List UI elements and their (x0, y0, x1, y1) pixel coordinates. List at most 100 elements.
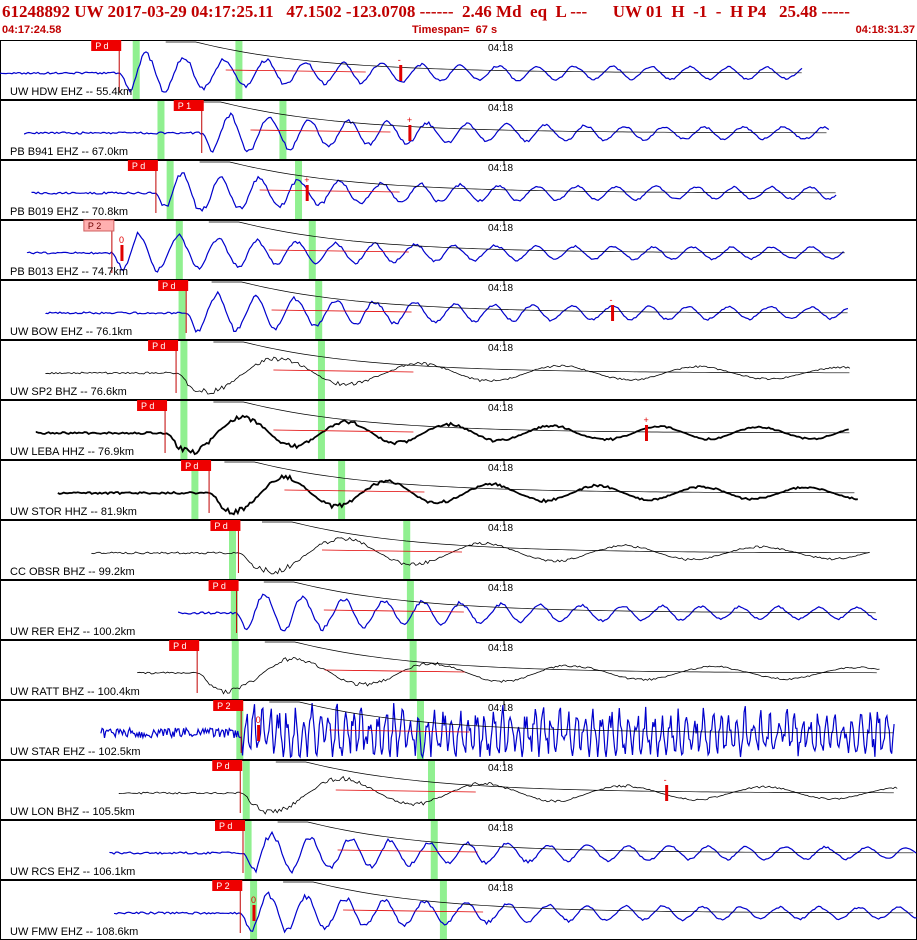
trace-panel[interactable]: 04:18 P d + UW LEBA HHZ -- 76.9km (0, 400, 917, 460)
analysis-window (175, 221, 183, 279)
station-label: PB B941 EHZ -- 67.0km (10, 146, 128, 158)
coda-curve (213, 401, 850, 434)
coda-fit (271, 309, 412, 313)
waveform (31, 172, 837, 212)
coda-curve (165, 41, 802, 74)
analysis-window (403, 521, 411, 579)
analysis-window (244, 821, 252, 879)
pick-box[interactable] (213, 700, 244, 711)
pick-box[interactable] (137, 400, 168, 411)
trace-panel[interactable]: 04:18 P d UW SP2 BHZ -- 76.6km (0, 340, 917, 400)
coda-curve (275, 761, 894, 794)
amplitude-marker-symbol: - (664, 775, 667, 785)
time-tick-label: 04:18 (488, 523, 513, 534)
pick-label: P d (216, 761, 229, 771)
pick-box[interactable] (91, 40, 122, 51)
trace-panel[interactable]: 04:18 P 2 0 PB B013 EHZ -- 74.7km (0, 219, 917, 280)
pick-label: P d (213, 581, 226, 591)
trace-panel[interactable]: 04:18 P d CC OBSR BHZ -- 99.2km (0, 520, 917, 580)
pick-box[interactable] (212, 880, 243, 891)
coda-fit (268, 249, 409, 253)
coda-curve (269, 701, 894, 734)
analysis-window (157, 101, 165, 159)
coda-curve (208, 221, 845, 254)
coda-curve (263, 581, 876, 614)
amplitude-marker-symbol: 0 (251, 895, 256, 905)
coda-fit (323, 609, 464, 613)
pick-box[interactable] (173, 100, 204, 111)
pick-label: P d (219, 821, 232, 831)
waveform (114, 891, 917, 934)
waveform (45, 290, 849, 333)
analysis-window (230, 581, 238, 639)
time-tick-label: 04:18 (488, 883, 513, 894)
analysis-window (180, 401, 188, 459)
coda-fit (343, 909, 484, 913)
analysis-window (317, 341, 325, 399)
coda-curve (277, 821, 914, 854)
pick-box[interactable] (215, 820, 246, 831)
coda-curve (224, 461, 855, 494)
coda-fit (324, 669, 465, 673)
analysis-window (416, 701, 424, 759)
station-label: UW RCS EHZ -- 106.1km (10, 866, 135, 878)
trace-panel[interactable]: 04:18 P 2 0 UW FMW EHZ -- 108.6km (0, 880, 917, 940)
amplitude-marker-symbol: + (304, 175, 309, 185)
pick-box[interactable] (148, 340, 179, 351)
pick-box[interactable] (127, 160, 158, 171)
event-title: 61248892 UW 2017-03-29 04:17:25.11 47.15… (2, 2, 850, 21)
pick-box[interactable] (169, 640, 200, 651)
time-tick-label: 04:18 (488, 343, 513, 354)
pick-box[interactable] (212, 760, 243, 771)
trace-panel[interactable]: 04:18 P 2 0 UW STAR EHZ -- 102.5km (0, 700, 917, 760)
pick-label: P d (141, 401, 154, 411)
trace-panel[interactable]: 04:18 P d UW RCS EHZ -- 106.1km (0, 820, 917, 880)
analysis-window (427, 761, 435, 819)
trace-panel[interactable]: 04:18 P d - UW HDW EHZ -- 55.4km (0, 40, 917, 100)
analysis-window (236, 701, 244, 759)
time-tick-label: 04:18 (488, 403, 513, 414)
panel-frame (0, 100, 917, 160)
analysis-window (317, 401, 325, 459)
trace-panel[interactable]: 04:18 P 1 + PB B941 EHZ -- 67.0km (0, 100, 917, 160)
station-label: UW SP2 BHZ -- 76.6km (10, 386, 127, 398)
time-tick-label: 04:18 (488, 583, 513, 594)
analysis-window (430, 821, 438, 879)
pick-box[interactable] (210, 520, 241, 531)
trace-panel[interactable]: 04:18 P d UW RER EHZ -- 100.2km (0, 580, 917, 640)
pick-box[interactable] (83, 219, 115, 232)
coda-curve (199, 161, 836, 194)
trace-panel[interactable]: 04:18 P d + PB B019 EHZ -- 70.8km (0, 160, 917, 220)
coda-fit (329, 729, 470, 733)
pick-box[interactable] (181, 460, 212, 471)
waveform (26, 231, 844, 273)
panel-frame (0, 460, 917, 520)
time-tick-label: 04:18 (488, 823, 513, 834)
amplitude-marker-symbol: + (643, 415, 648, 425)
analysis-window (166, 161, 174, 219)
station-label: PB B013 EHZ -- 74.7km (10, 266, 128, 278)
pick-label: P 2 (217, 701, 230, 711)
amplitude-marker-symbol: + (407, 115, 412, 125)
pick-box[interactable] (158, 280, 189, 291)
station-label: UW RER EHZ -- 100.2km (10, 626, 135, 638)
coda-fit (284, 489, 425, 493)
coda-fit (321, 549, 463, 553)
time-tick-label: 04:18 (488, 43, 513, 54)
waveform (0, 51, 803, 93)
time-tick-label: 04:18 (488, 703, 513, 714)
trace-panel[interactable]: 04:18 P d - UW LON BHZ -- 105.5km (0, 760, 917, 820)
coda-curve (213, 341, 850, 374)
analysis-window (308, 221, 316, 279)
pick-box[interactable] (208, 580, 239, 591)
time-tick-label: 04:18 (488, 643, 513, 654)
coda-fit (259, 189, 400, 193)
station-label: PB B019 EHZ -- 70.8km (10, 206, 128, 218)
trace-panel[interactable]: 04:18 P d UW RATT BHZ -- 100.4km (0, 640, 917, 700)
trace-panel[interactable]: 04:18 P d UW STOR HHZ -- 81.9km (0, 460, 917, 520)
pick-label: P d (173, 641, 186, 651)
panel-frame (0, 520, 917, 580)
trace-panel[interactable]: 04:18 P d - UW BOW EHZ -- 76.1km (0, 280, 917, 340)
time-tick-label: 04:18 (488, 463, 513, 474)
station-label: UW STAR EHZ -- 102.5km (10, 746, 141, 758)
